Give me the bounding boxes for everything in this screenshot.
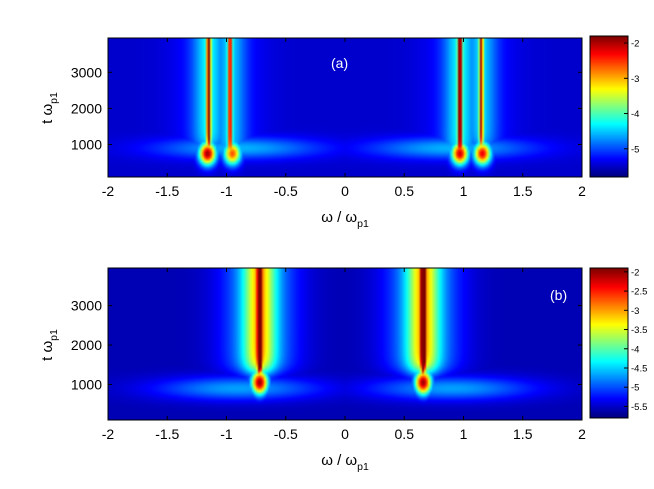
x-tick-label: 2 xyxy=(578,426,586,442)
x-ticks-b: -2 -1.5 -1 -0.5 0 0.5 1 1.5 2 xyxy=(102,268,586,442)
x-tick-label: 1.5 xyxy=(513,183,533,199)
colorbar-tick-label: -2 xyxy=(631,39,639,50)
colorbar-frame-a xyxy=(589,35,629,178)
colorbar-tick-label: -5 xyxy=(631,144,639,155)
panel-label-b: (b) xyxy=(550,287,567,303)
panel-b: (b) -2 -1.5 -1 -0.5 0 0.5 1 1.5 2 1000 2000 3000 ω… xyxy=(39,267,647,473)
colorbar-ticks-b: -2 -2.5 -3 -3.5 -4 -4.5 -5 -5.5 xyxy=(624,267,647,413)
colorbar-tick-label: -3.5 xyxy=(631,325,647,336)
panel-a: (a) -2 -1.5 -1 -0.5 0 0.5 1 1.5 2 1000 2000 3000 ω… xyxy=(39,35,639,230)
colorbar-tick-label: -3 xyxy=(631,74,639,85)
y-tick-label: 1000 xyxy=(71,137,102,153)
x-tick-label: -1.5 xyxy=(155,426,179,442)
panel-label-a: (a) xyxy=(331,55,348,71)
y-axis-label-a: t ωp1 xyxy=(39,92,60,124)
x-tick-label: 0.5 xyxy=(395,426,415,442)
x-tick-label: 0.5 xyxy=(395,183,415,199)
x-tick-label: -2 xyxy=(102,183,115,199)
colorbar-a xyxy=(590,36,628,177)
x-tick-label: -0.5 xyxy=(274,183,298,199)
colorbar-tick-label: -2.5 xyxy=(631,287,647,298)
x-ticks-a: -2 -1.5 -1 -0.5 0 0.5 1 1.5 2 xyxy=(102,38,586,199)
x-tick-label: -1.5 xyxy=(155,183,179,199)
x-tick-label: 0 xyxy=(341,183,349,199)
colorbar-tick-label: -2 xyxy=(631,267,639,278)
colorbar-b xyxy=(590,268,628,418)
x-tick-label: 2 xyxy=(578,183,586,199)
colorbar-frame-b xyxy=(589,267,629,419)
colorbar-tick-label: -5.5 xyxy=(631,402,647,413)
y-ticks-b: 1000 2000 3000 xyxy=(71,298,582,392)
colorbar-tick-label: -4.5 xyxy=(631,364,647,375)
heatmap-a xyxy=(108,38,582,177)
y-tick-label: 1000 xyxy=(71,376,102,392)
y-tick-label: 3000 xyxy=(71,298,102,314)
x-tick-label: 1 xyxy=(460,183,468,199)
x-tick-label: -1 xyxy=(220,426,233,442)
x-tick-label: 1 xyxy=(460,426,468,442)
colorbar-tick-label: -5 xyxy=(631,383,639,394)
x-axis-label-a: ω / ωp1 xyxy=(321,209,369,230)
heatmap-b xyxy=(108,268,582,420)
colorbar-tick-label: -4 xyxy=(631,109,639,120)
colorbar-ticks-a: -2 -3 -4 -5 xyxy=(624,39,639,155)
y-tick-label: 2000 xyxy=(71,100,102,116)
x-tick-label: -2 xyxy=(102,426,115,442)
x-tick-label: -1 xyxy=(220,183,233,199)
colorbar-tick-label: -3 xyxy=(631,306,639,317)
x-axis-label-b: ω / ωp1 xyxy=(321,452,369,473)
y-axis-label-b: t ωp1 xyxy=(39,329,60,361)
x-tick-label: 0 xyxy=(341,426,349,442)
y-tick-label: 3000 xyxy=(71,64,102,80)
x-tick-label: -0.5 xyxy=(274,426,298,442)
y-tick-label: 2000 xyxy=(71,337,102,353)
colorbar-tick-label: -4 xyxy=(631,344,639,355)
x-tick-label: 1.5 xyxy=(513,426,533,442)
y-ticks-a: 1000 2000 3000 xyxy=(71,64,582,153)
